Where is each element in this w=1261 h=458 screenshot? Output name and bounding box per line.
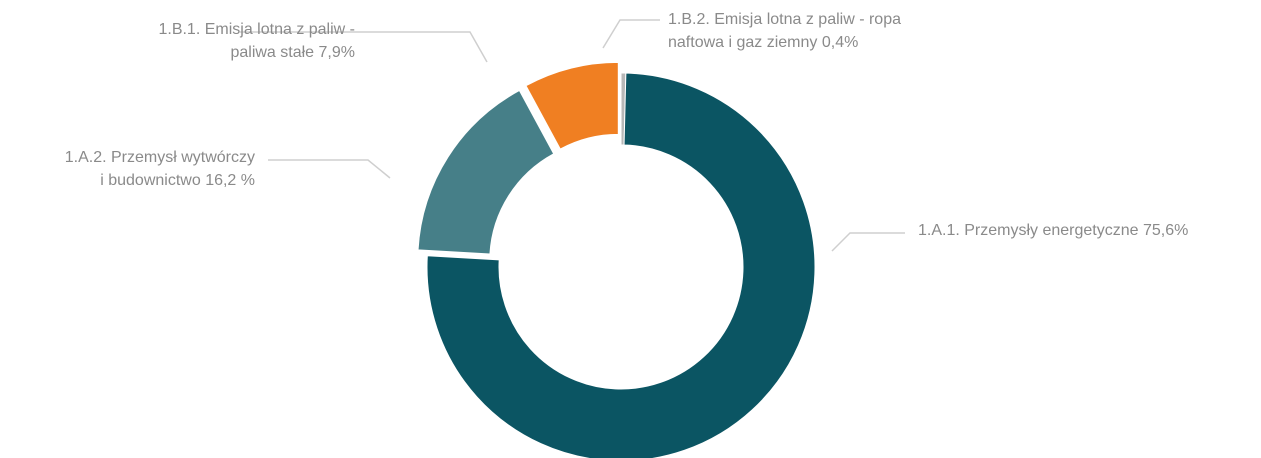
- value-label: 0,4%: [821, 34, 859, 51]
- leader-line: [240, 31, 488, 63]
- category-name: 1.B.2. Emisja lotna z paliw - ropa nafto…: [668, 11, 901, 51]
- value-label: 7,9%: [318, 44, 355, 61]
- leader-line: [602, 19, 660, 49]
- donut-slice: [525, 61, 619, 150]
- category-name: 1.B.1. Emisja lotna z paliw - paliwa sta…: [158, 21, 355, 61]
- category-name: 1.A.2. Przemysł wytwórczy i budownictwo: [64, 149, 255, 189]
- donut-slice: [417, 89, 555, 255]
- slice-label: 1.B.2. Emisja lotna z paliw - ropa nafto…: [668, 8, 958, 54]
- slice-label: 1.A.1. Przemysły energetyczne 75,6%: [918, 219, 1248, 242]
- leader-line: [831, 232, 905, 252]
- leader-line: [268, 159, 391, 179]
- donut-slice: [426, 72, 816, 458]
- category-name: 1.A.1. Przemysły energetyczne: [918, 222, 1139, 239]
- value-label: 75,6%: [1143, 222, 1189, 239]
- slice-label: 1.B.1. Emisja lotna z paliw - paliwa sta…: [115, 18, 355, 64]
- slice-label: 1.A.2. Przemysł wytwórczy i budownictwo …: [61, 146, 255, 192]
- value-label: 16,2 %: [205, 172, 255, 189]
